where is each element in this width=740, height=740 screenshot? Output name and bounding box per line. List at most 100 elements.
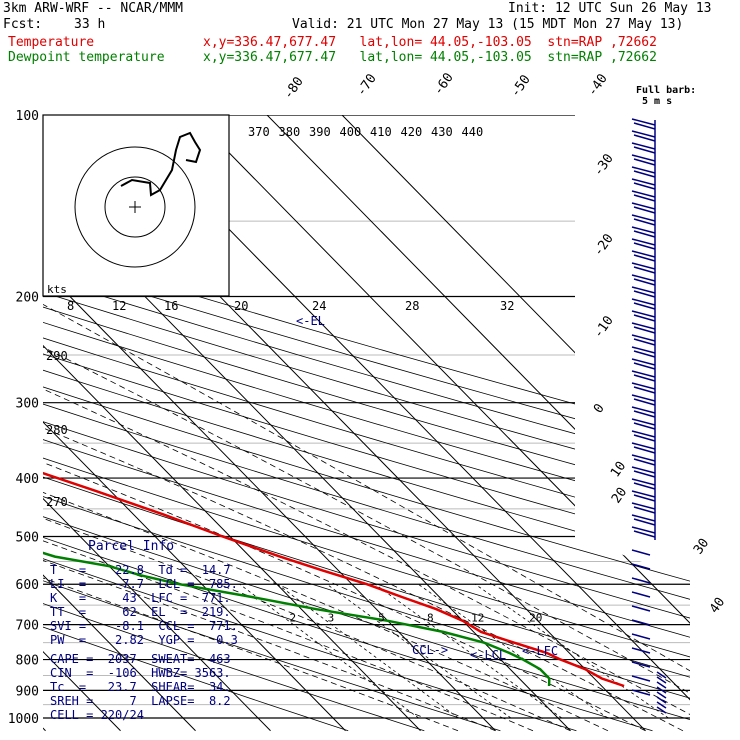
hodograph-ring — [74, 146, 196, 268]
pressure-tick-label: 800 — [16, 654, 39, 669]
isotherm-label: 20 — [609, 485, 630, 506]
wind-barb — [631, 647, 651, 654]
wind-barb — [631, 619, 651, 626]
wind-barb — [631, 298, 656, 306]
wind-barb — [631, 442, 656, 450]
dry-adiabat-line — [43, 115, 577, 732]
wind-barb — [633, 398, 656, 406]
level-label-lfc: <-LFC — [522, 644, 558, 658]
wind-barb — [633, 350, 656, 358]
wind-barb — [631, 577, 651, 584]
theta-label: 370 — [248, 125, 270, 139]
wind-barb — [631, 190, 656, 198]
wind-barb — [631, 490, 656, 498]
wind-barb — [633, 230, 656, 238]
hodograph-kts-label: kts — [47, 283, 67, 296]
mixing-ratio-label: 3 — [328, 612, 335, 625]
wind-barb — [633, 374, 656, 382]
parcel-row: CAPE = 2037 SWEAT= 463 — [50, 652, 231, 666]
pressure-tick-label: 1000 — [8, 712, 39, 727]
wind-barb — [656, 676, 667, 684]
wind-barb — [656, 671, 667, 679]
hodograph-axis-label: 32 — [500, 299, 514, 313]
wind-barb — [631, 370, 656, 378]
wind-barb — [656, 696, 667, 704]
moist-adiabat-line — [43, 296, 459, 732]
dry-adiabat-line — [43, 115, 690, 732]
hodograph-axis-label: 8 — [67, 299, 74, 313]
wind-barb — [633, 146, 656, 154]
theta-label: 390 — [309, 125, 331, 139]
wind-barb — [631, 514, 656, 522]
dry-adiabat-line — [43, 115, 690, 732]
wind-barb — [631, 178, 656, 186]
theta-label: 400 — [340, 125, 362, 139]
wind-barb — [631, 346, 656, 354]
wind-barb — [633, 182, 656, 190]
temperature-profile — [43, 115, 625, 688]
wind-barb — [633, 290, 656, 298]
dry-adiabat-line — [43, 115, 653, 732]
wind-barb — [631, 286, 656, 294]
dewpoint-profile — [43, 115, 551, 687]
parcel-row: LI = -7.7 LCL = 785. — [50, 577, 238, 591]
isotherm-line — [341, 115, 690, 732]
wind-barb — [633, 218, 656, 226]
wind-barb — [631, 238, 656, 246]
wind-barb — [633, 314, 656, 322]
pressure-tick-label: 900 — [16, 684, 39, 699]
wind-barb — [631, 358, 656, 366]
wind-barb — [633, 506, 656, 514]
dry-adiabat-label: 270 — [46, 495, 68, 509]
wind-barb — [631, 322, 656, 330]
pressure-tick-label: 400 — [16, 472, 39, 487]
wind-barb — [633, 446, 656, 454]
isotherm-label: -70 — [354, 71, 380, 99]
dry-adiabat-line — [43, 115, 690, 732]
wind-barb — [631, 394, 656, 402]
level-label-ccl: CCL-> — [412, 643, 448, 657]
moist-adiabat-line — [43, 296, 496, 732]
theta-label: 430 — [431, 125, 453, 139]
isotherm-line — [43, 115, 346, 732]
parcel-info-title: Parcel Info — [88, 539, 175, 554]
mixing-ratio-label: 5 — [378, 612, 385, 625]
isotherm-line — [43, 115, 496, 732]
dry-adiabat-line — [43, 115, 690, 732]
isotherm-label: 40 — [707, 595, 728, 616]
hodograph-trace — [120, 131, 202, 197]
dry-adiabat-label: 290 — [46, 349, 68, 363]
parcel-row: SVI = -8.1 CCL = 771. — [50, 619, 238, 633]
dry-adiabat-line — [43, 115, 690, 732]
isotherm-line — [266, 115, 690, 732]
dry-adiabat-line — [43, 115, 690, 732]
wind-barb — [633, 410, 656, 418]
dry-adiabat-line — [43, 115, 690, 732]
wind-barb — [631, 563, 651, 570]
legend-temperature-location: x,y=336.47,677.47 lat,lon= 44.05,-103.05… — [203, 35, 657, 50]
dry-adiabat-line — [43, 115, 690, 732]
wind-barb — [633, 482, 656, 490]
wind-barb — [633, 278, 656, 286]
moist-adiabat-line — [43, 296, 690, 732]
dry-adiabat-line — [43, 115, 690, 732]
hodograph-axis-label: 20 — [234, 299, 248, 313]
wind-barb — [631, 334, 656, 342]
parcel-row: CIN = -106 HWBZ= 3563. — [50, 666, 231, 680]
wind-barb — [631, 262, 656, 270]
fcst-label: Fcst: — [3, 17, 43, 32]
pressure-tick-label: 500 — [16, 530, 39, 545]
level-label-el: <-EL — [296, 314, 325, 328]
parcel-row: TT = 62 EL = 219. — [50, 605, 231, 619]
isotherm-label: -40 — [585, 71, 611, 99]
mixing-ratio-label: 2 — [289, 612, 296, 625]
mixing-ratio-line — [326, 583, 512, 719]
pressure-tick-label: 300 — [16, 397, 39, 412]
wind-barb — [633, 134, 656, 142]
dry-adiabat-line — [43, 115, 690, 732]
isotherm-label: -80 — [281, 74, 307, 102]
legend-temperature: Temperature — [8, 35, 95, 50]
wind-barb — [633, 494, 656, 502]
wind-barb — [631, 454, 656, 462]
wind-barb — [631, 466, 656, 474]
